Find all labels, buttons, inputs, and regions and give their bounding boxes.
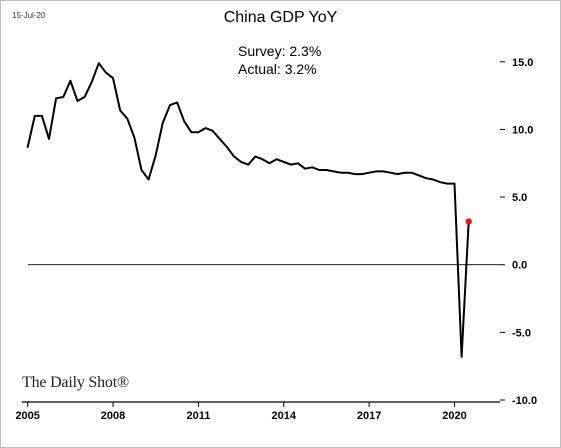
survey-annotation: Survey: 2.3% bbox=[238, 43, 322, 59]
x-tick-label: 2008 bbox=[101, 410, 125, 422]
y-tick-label: 15.0 bbox=[512, 57, 533, 69]
y-tick-label: 5.0 bbox=[512, 192, 527, 204]
y-tick-label: 10.0 bbox=[512, 124, 533, 136]
actual-annotation: Actual: 3.2% bbox=[238, 61, 317, 77]
x-tick-label: 2020 bbox=[442, 410, 466, 422]
y-tick-label: 0.0 bbox=[512, 260, 527, 272]
x-tick-label: 2011 bbox=[186, 410, 210, 422]
y-tick-label: -10.0 bbox=[512, 395, 537, 407]
actual-value-point bbox=[465, 218, 472, 225]
x-tick-label: 2005 bbox=[15, 410, 39, 422]
gdp-yoy-line bbox=[26, 62, 463, 358]
x-tick-label: 2014 bbox=[272, 410, 297, 422]
x-tick-label: 2017 bbox=[357, 410, 381, 422]
date-label: 15-Jul-20 bbox=[12, 11, 46, 20]
gdp-rebound-segment bbox=[460, 220, 470, 358]
chart-title: China GDP YoY bbox=[223, 9, 338, 26]
brand-logo: The Daily Shot® bbox=[22, 374, 129, 391]
y-tick-label: -5.0 bbox=[512, 327, 531, 339]
